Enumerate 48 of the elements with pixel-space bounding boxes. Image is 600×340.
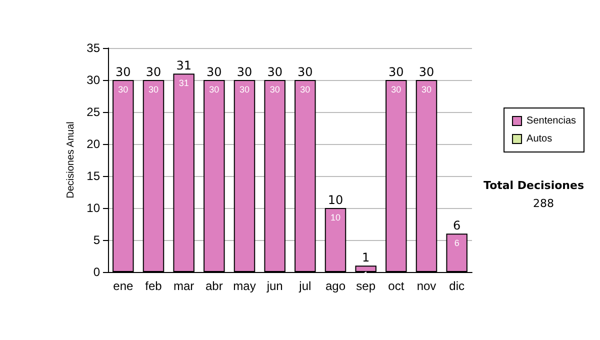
y-tick-label: 15	[86, 169, 100, 183]
total-label: 30	[267, 65, 282, 79]
y-tick-label: 5	[93, 233, 100, 247]
total-label: 30	[298, 65, 313, 79]
total-label: 6	[453, 218, 461, 233]
total-label: 30	[236, 65, 252, 79]
x-tick-label: abr	[205, 279, 223, 293]
data-label: 1	[362, 250, 370, 265]
total-label: 30	[206, 65, 222, 79]
text: Total Decisiones	[484, 179, 584, 192]
legend-label: Autos	[526, 134, 552, 144]
y-tick-label: 25	[86, 105, 100, 119]
x-tick-label: ago	[325, 279, 346, 293]
x-tick-label: oct	[388, 279, 405, 293]
x-tick-label: mar	[173, 279, 194, 293]
total-label: 30	[116, 65, 131, 79]
data-label: 30	[148, 84, 159, 94]
total-label: 30	[146, 65, 162, 79]
data-label: 31	[178, 78, 189, 88]
data-label: 30	[391, 84, 402, 94]
data-label: 30	[300, 84, 310, 94]
y-axis-title: Decisiones Anual	[65, 122, 76, 198]
data-label: 6	[454, 238, 460, 248]
total-label: 10	[328, 193, 344, 207]
total-label: 30	[418, 65, 434, 79]
total-label: 30	[388, 65, 404, 79]
x-tick-label: jun	[266, 279, 283, 293]
x-tick-label: may	[233, 279, 256, 293]
legend-label: Sentencias	[526, 116, 576, 126]
data-label: 30	[209, 84, 220, 94]
data-label: 10	[330, 212, 341, 222]
data-label: 30	[421, 84, 432, 94]
data-label: 30	[118, 84, 128, 94]
x-tick-label: ene	[113, 279, 134, 293]
y-tick-label: 30	[86, 73, 100, 87]
y-tick-label: 35	[86, 41, 100, 55]
x-tick-label: jul	[298, 279, 312, 293]
x-tick-label: sep	[356, 279, 376, 293]
x-tick-label: nov	[416, 279, 436, 293]
data-label: 30	[270, 84, 280, 94]
x-tick-label: dic	[449, 279, 465, 293]
y-tick-label: 20	[86, 137, 100, 151]
y-tick-label: 0	[93, 265, 100, 279]
x-tick-label: feb	[145, 279, 162, 293]
text: 288	[533, 197, 554, 210]
total-label: 31	[176, 58, 192, 73]
y-tick-label: 10	[86, 201, 100, 215]
data-label: 30	[239, 84, 250, 94]
